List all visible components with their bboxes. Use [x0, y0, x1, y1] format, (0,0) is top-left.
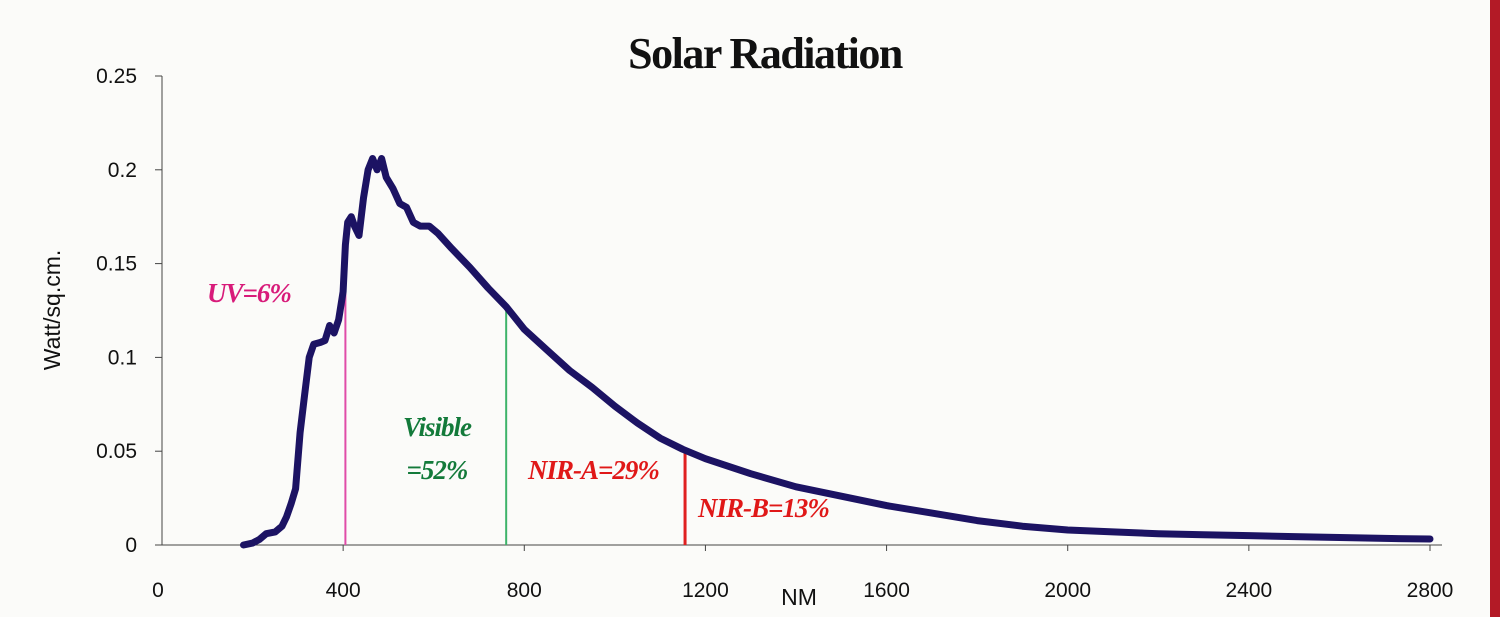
y-tick-label: 0: [125, 534, 137, 557]
y-axis-label: Watt/sq.cm.: [39, 250, 65, 371]
y-tick-label: 0.05: [96, 440, 137, 463]
region-boundaries: [344, 244, 687, 545]
x-tick-label: 2000: [1044, 579, 1091, 602]
x-tick-label: 800: [507, 579, 542, 602]
y-tick-label: 0.1: [108, 346, 137, 369]
annotation-nir-a: NIR-A=29%: [527, 455, 659, 485]
y-tick-label: 0.15: [96, 253, 137, 276]
y-axis-ticks: 0 0.05 0.1 0.15 0.2 0.25: [96, 65, 162, 557]
annotation-visible: Visible: [403, 412, 472, 442]
series-line-0: [240, 155, 1434, 549]
x-tick-label: 2800: [1407, 579, 1454, 602]
annotation-nir-b: NIR-B=13%: [697, 493, 829, 523]
x-axis-ticks: 0 400 800 1200 1600 2000 2400 2800: [152, 545, 1453, 602]
annotation-uv: UV=6%: [207, 278, 291, 308]
red-edge-border: [1490, 0, 1500, 617]
y-tick-label: 0.2: [108, 159, 137, 182]
x-tick-label: 1600: [863, 579, 910, 602]
y-tick-label: 0.25: [96, 65, 137, 88]
x-tick-label: 400: [326, 579, 361, 602]
x-tick-label: 2400: [1225, 579, 1272, 602]
series-group: [240, 155, 1434, 549]
x-axis-label: NM: [781, 584, 817, 610]
chart-axes: [161, 76, 1442, 546]
x-tick-label: 1200: [682, 579, 729, 602]
chart-title: Solar Radiation: [628, 29, 903, 78]
annotation-visible-percent: =52%: [407, 455, 468, 485]
x-tick-label: 0: [152, 579, 164, 602]
